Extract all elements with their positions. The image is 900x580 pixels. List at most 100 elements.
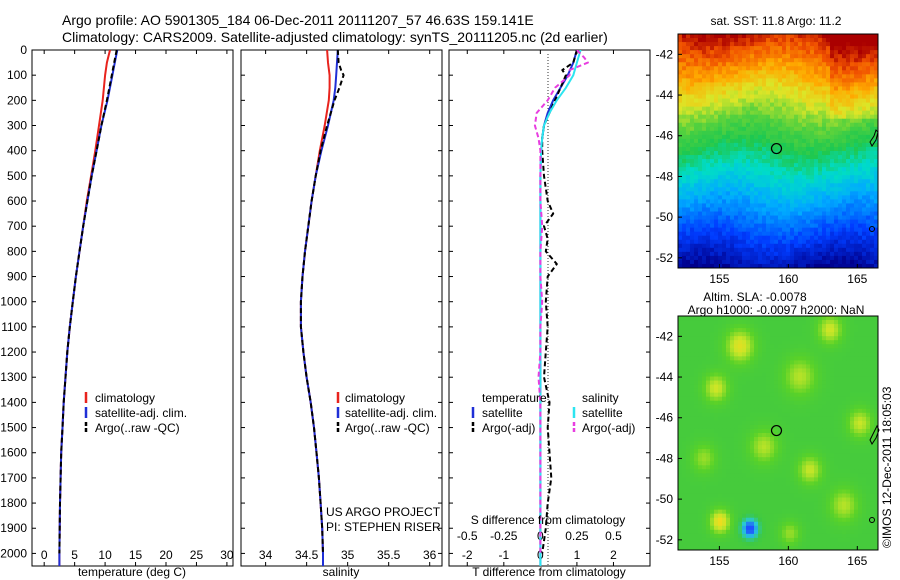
heatmap-cell bbox=[786, 441, 791, 446]
legend-label-t-satellite: satellite bbox=[482, 406, 523, 420]
heatmap-cell bbox=[874, 183, 878, 188]
heatmap-cell bbox=[758, 106, 763, 112]
heatmap-cell bbox=[842, 457, 847, 462]
heatmap-cell bbox=[818, 167, 823, 172]
heatmap-cell bbox=[858, 118, 863, 124]
heatmap-cell bbox=[690, 392, 695, 398]
heatmap-cell bbox=[714, 255, 719, 261]
heatmap-cell bbox=[682, 58, 687, 63]
heatmap-cell bbox=[846, 86, 851, 91]
heatmap-cell bbox=[730, 316, 735, 321]
heatmap-cell bbox=[730, 408, 735, 414]
heatmap-cell bbox=[746, 400, 751, 406]
heatmap-cell bbox=[862, 433, 867, 438]
heatmap-cell bbox=[678, 130, 683, 136]
heatmap-cell bbox=[858, 227, 863, 233]
heatmap-cell bbox=[722, 78, 727, 83]
heatmap-cell bbox=[830, 62, 835, 67]
heatmap-cell bbox=[854, 328, 859, 333]
heatmap-cell bbox=[858, 102, 863, 108]
heatmap-cell bbox=[774, 441, 779, 446]
heatmap-cell bbox=[690, 348, 695, 353]
heatmap-cell bbox=[834, 82, 839, 87]
heatmap-cell bbox=[810, 74, 815, 79]
heatmap-cell bbox=[714, 368, 719, 373]
heatmap-cell bbox=[722, 352, 727, 357]
heatmap-cell bbox=[678, 223, 683, 229]
heatmap-cell bbox=[710, 324, 715, 329]
heatmap-cell bbox=[702, 110, 707, 116]
heatmap-cell bbox=[726, 134, 731, 140]
heatmap-cell bbox=[846, 82, 851, 87]
heatmap-cell bbox=[726, 332, 731, 337]
heatmap-cell bbox=[734, 54, 739, 59]
heatmap-cell bbox=[822, 259, 827, 265]
heatmap-cell bbox=[798, 159, 803, 164]
heatmap-cell bbox=[842, 412, 847, 418]
heatmap-cell bbox=[682, 243, 687, 249]
heatmap-cell bbox=[862, 352, 867, 357]
heatmap-cell bbox=[874, 122, 878, 128]
heatmap-cell bbox=[770, 146, 775, 152]
heatmap-cell bbox=[694, 428, 699, 434]
heatmap-cell bbox=[774, 62, 779, 67]
heatmap-cell bbox=[726, 239, 731, 245]
heatmap-cell bbox=[806, 175, 811, 180]
heatmap-cell bbox=[870, 348, 875, 353]
heatmap-cell bbox=[854, 449, 859, 454]
heatmap-cell bbox=[678, 320, 683, 325]
heatmap-cell bbox=[762, 50, 767, 55]
heatmap-cell bbox=[826, 445, 831, 450]
heatmap-cell bbox=[690, 235, 695, 241]
heatmap-cell bbox=[742, 356, 747, 361]
heatmap-cell bbox=[822, 388, 827, 394]
heatmap-cell bbox=[746, 199, 751, 204]
heatmap-cell bbox=[726, 126, 731, 132]
heatmap-cell bbox=[818, 348, 823, 353]
heatmap-cell bbox=[854, 376, 859, 382]
heatmap-cell bbox=[830, 449, 835, 454]
heatmap-cell bbox=[694, 42, 699, 47]
heatmap-cell bbox=[798, 324, 803, 329]
heatmap-cell bbox=[870, 146, 875, 152]
heatmap-cell bbox=[806, 179, 811, 184]
heatmap-cell bbox=[798, 151, 803, 156]
heatmap-cell bbox=[694, 167, 699, 172]
heatmap-cell bbox=[690, 332, 695, 337]
heatmap-cell bbox=[758, 360, 763, 365]
heatmap-cell bbox=[790, 364, 795, 369]
heatmap-cell bbox=[798, 239, 803, 245]
heatmap-cell bbox=[750, 106, 755, 112]
heatmap-cell bbox=[746, 151, 751, 156]
heatmap-cell bbox=[726, 428, 731, 434]
heatmap-cell bbox=[830, 392, 835, 398]
heatmap-cell bbox=[790, 102, 795, 108]
heatmap-cell bbox=[702, 58, 707, 63]
heatmap-cell bbox=[846, 372, 851, 378]
heatmap-cell bbox=[678, 392, 683, 398]
heatmap-cell bbox=[818, 163, 823, 168]
heatmap-cell bbox=[838, 320, 843, 325]
heatmap-cell bbox=[770, 219, 775, 225]
heatmap-cell bbox=[686, 223, 691, 229]
heatmap-cell bbox=[834, 259, 839, 265]
heatmap-cell bbox=[874, 247, 878, 253]
heatmap-cell bbox=[686, 412, 691, 418]
heatmap-cell bbox=[874, 151, 878, 156]
heatmap-cell bbox=[822, 247, 827, 253]
heatmap-cell bbox=[794, 243, 799, 249]
heatmap-cell bbox=[870, 340, 875, 345]
heatmap-cell bbox=[790, 376, 795, 382]
heatmap-cell bbox=[754, 62, 759, 67]
heatmap-cell bbox=[750, 223, 755, 229]
heatmap-cell bbox=[738, 183, 743, 188]
heatmap-cell bbox=[858, 441, 863, 446]
heatmap-cell bbox=[754, 98, 759, 104]
heatmap-cell bbox=[758, 457, 763, 462]
heatmap-cell bbox=[866, 187, 871, 192]
heatmap-cell bbox=[730, 134, 735, 140]
heatmap-cell bbox=[786, 380, 791, 386]
heatmap-cell bbox=[750, 86, 755, 91]
heatmap-cell bbox=[746, 408, 751, 414]
heatmap-cell bbox=[786, 408, 791, 414]
